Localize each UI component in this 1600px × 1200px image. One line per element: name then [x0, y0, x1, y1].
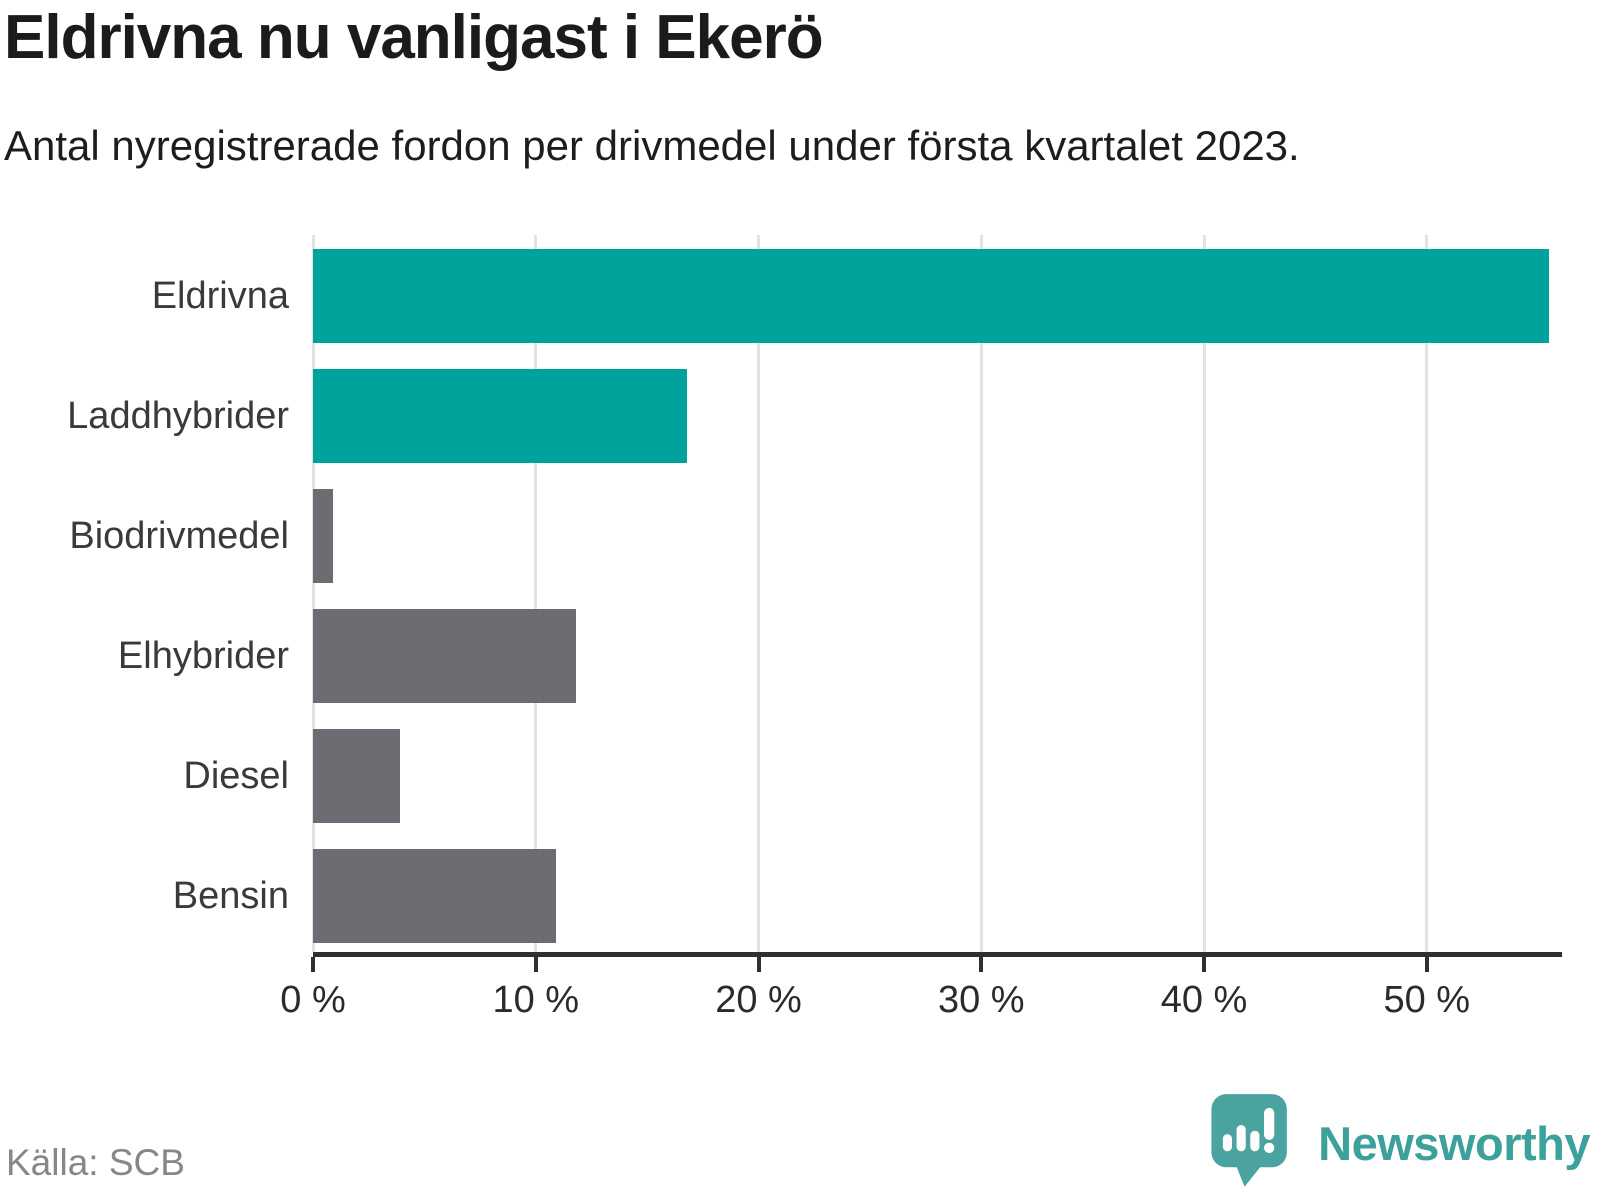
category-label: Laddhybrider: [67, 395, 289, 437]
bar-track: [313, 849, 1556, 943]
bar-rows: Eldrivna Laddhybrider Biodrivmedel Elhybrid…: [0, 249, 1556, 943]
bar: [313, 609, 576, 703]
bar-row: Biodrivmedel: [0, 489, 1556, 583]
newsworthy-logo-text: Newsworthy: [1318, 1117, 1590, 1170]
gridline: [757, 235, 761, 952]
x-axis-tick: [1424, 957, 1429, 972]
source-label: Källa: SCB: [6, 1142, 185, 1183]
x-axis-tick: [979, 957, 984, 972]
bar: [313, 849, 556, 943]
bar: [313, 489, 334, 583]
bar-row: Diesel: [0, 729, 1556, 823]
bar-track: [313, 369, 1556, 463]
bar-row: Bensin: [0, 849, 1556, 943]
category-label: Elhybrider: [117, 635, 289, 677]
chart-title: Eldrivna nu vanligast i Ekerö: [4, 3, 824, 72]
gridline: [1425, 235, 1429, 952]
gridline: [311, 235, 315, 952]
x-axis-tick: [756, 957, 761, 972]
bar-track: [313, 609, 1556, 703]
bar: [313, 369, 688, 463]
newsworthy-logo[interactable]: Newsworthy: [1210, 1093, 1590, 1194]
x-axis-line: [313, 952, 1562, 957]
bar-row: Laddhybrider: [0, 369, 1556, 463]
category-label: Eldrivna: [151, 275, 289, 317]
category-label: Diesel: [183, 755, 289, 797]
bar-row: Elhybrider: [0, 609, 1556, 703]
x-axis-tick-label: 0 %: [280, 979, 346, 1021]
x-axis-tick-label: 30 %: [937, 979, 1025, 1021]
x-axis-tick-label: 50 %: [1383, 979, 1471, 1021]
x-axis: 0 % 10 % 20 % 30 % 40 % 50 %: [280, 957, 1556, 1021]
chart-subtitle: Antal nyregistrerade fordon per drivmede…: [4, 122, 1300, 169]
category-label: Biodrivmedel: [69, 515, 289, 557]
x-axis-tick-label: 10 %: [492, 979, 580, 1021]
x-axis-tick-label: 20 %: [715, 979, 802, 1021]
gridline: [534, 235, 538, 952]
x-axis-tick-label: 40 %: [1160, 979, 1248, 1021]
gridline: [1202, 235, 1206, 952]
gridline: [979, 235, 983, 952]
bar-track: [313, 489, 1556, 583]
bar-row: Eldrivna: [0, 249, 1556, 343]
bar-track: [313, 729, 1556, 823]
bar-track: [313, 249, 1556, 343]
bar-chart-plot-area: Eldrivna Laddhybrider Biodrivmedel Elhybrid…: [67, 235, 1562, 957]
x-axis-tick: [533, 957, 538, 972]
category-label: Bensin: [172, 875, 289, 917]
newsworthy-speech-bubble-chart-icon: [1210, 1093, 1302, 1194]
bar: [313, 729, 400, 823]
bar: [313, 249, 1550, 343]
x-axis-tick: [311, 957, 315, 972]
x-axis-tick: [1202, 957, 1207, 972]
